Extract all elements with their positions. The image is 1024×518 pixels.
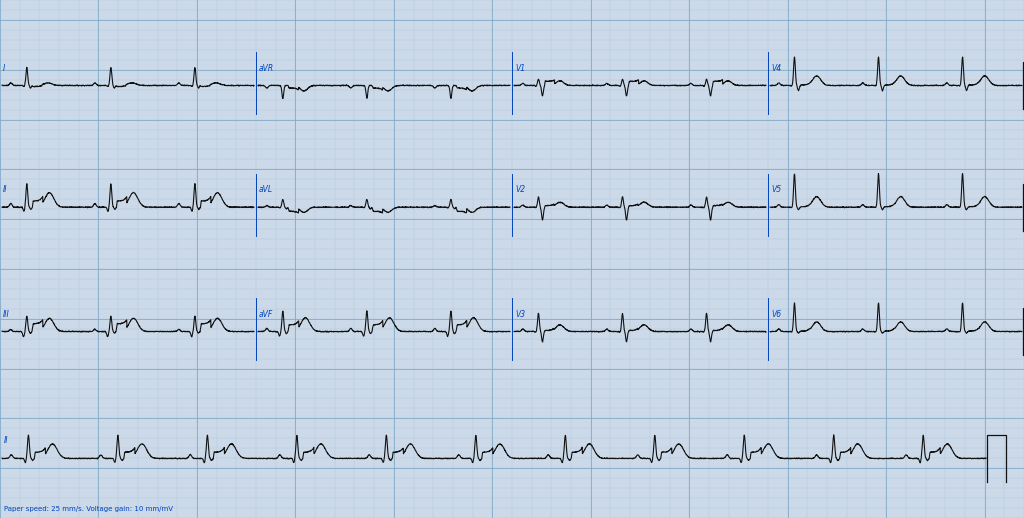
- Text: V1: V1: [515, 64, 525, 73]
- Text: V3: V3: [515, 310, 525, 319]
- Text: I: I: [3, 64, 5, 73]
- Text: aVL: aVL: [259, 185, 273, 194]
- Text: Paper speed: 25 mm/s. Voltage gain: 10 mm/mV: Paper speed: 25 mm/s. Voltage gain: 10 m…: [4, 506, 173, 512]
- Text: V6: V6: [771, 310, 781, 319]
- Text: aVF: aVF: [259, 310, 273, 319]
- Text: III: III: [3, 310, 10, 319]
- Text: V4: V4: [771, 64, 781, 73]
- Text: II: II: [3, 185, 7, 194]
- Text: V2: V2: [515, 185, 525, 194]
- Text: II: II: [4, 437, 8, 445]
- Text: aVR: aVR: [259, 64, 274, 73]
- Text: V5: V5: [771, 185, 781, 194]
